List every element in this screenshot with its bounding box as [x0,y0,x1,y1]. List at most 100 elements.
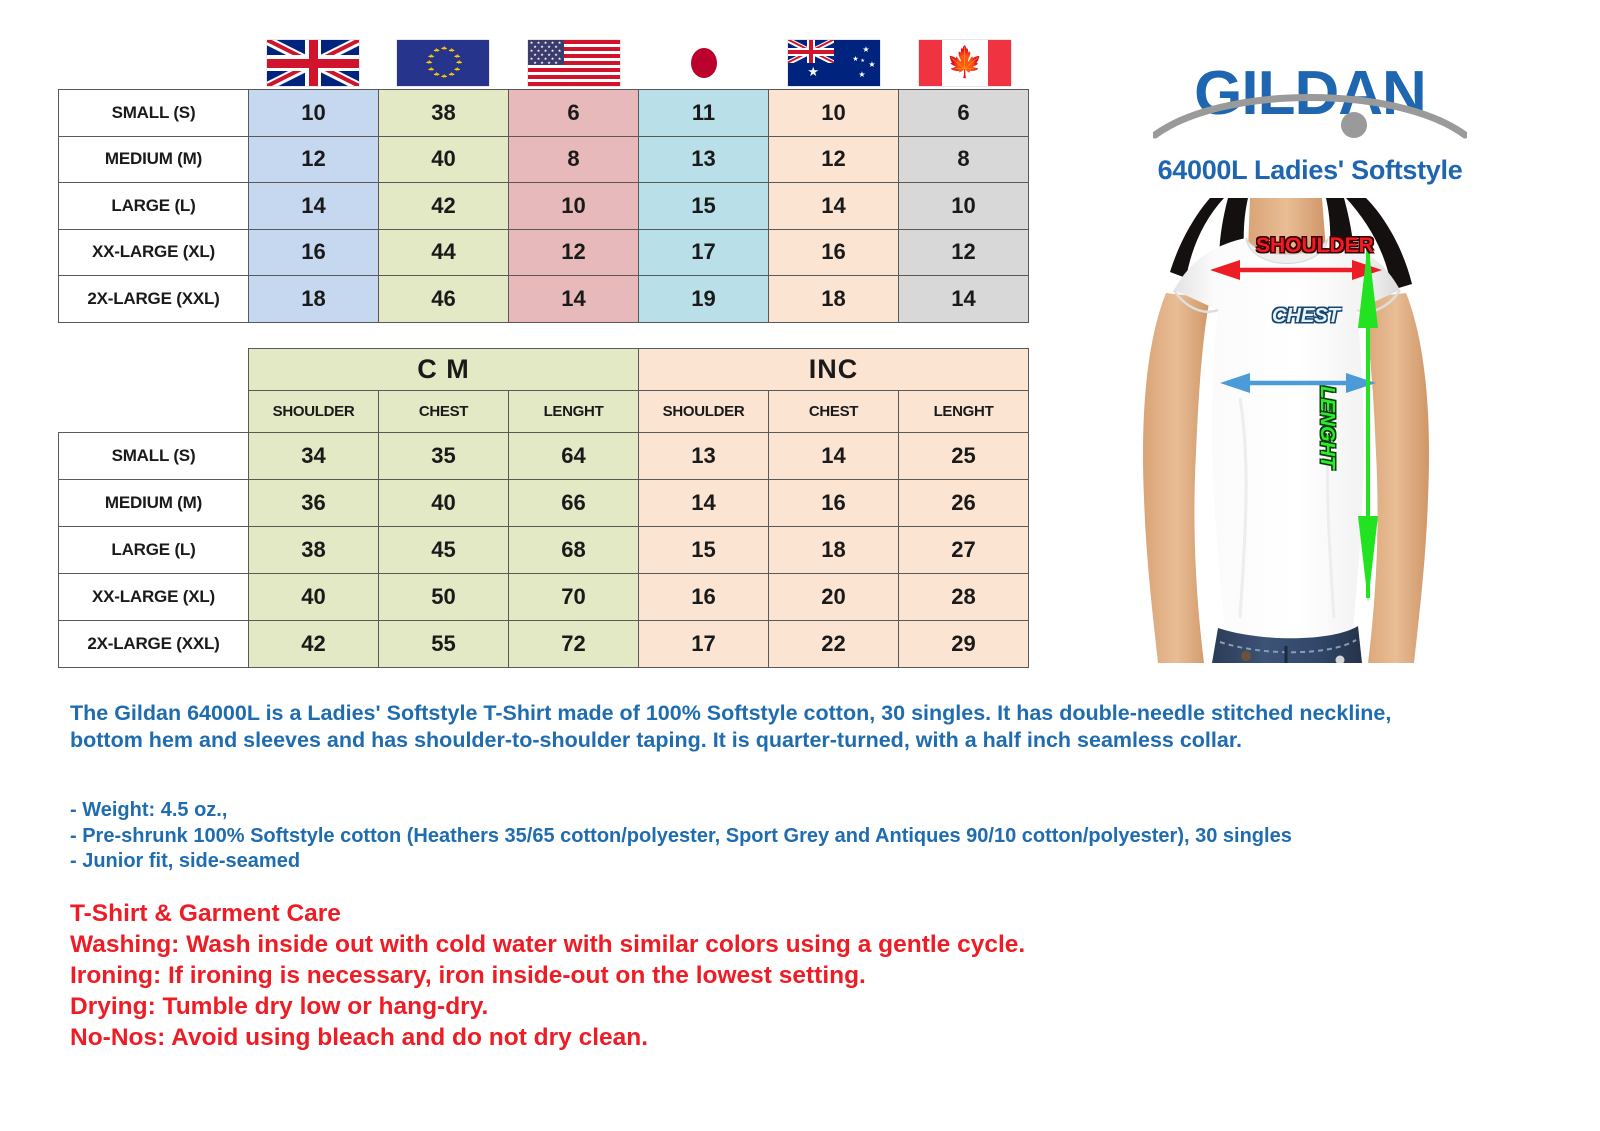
size-label: MEDIUM (M) [58,135,249,183]
group-header-inc: INC [638,348,1029,391]
international-size-table: SMALL (S) 10 38 6 11 10 6 MEDIUM (M) 12 … [58,89,1029,323]
cell-inc-shoulder: 15 [638,526,769,574]
logo-subtitle: 64000L Ladies' Softstyle [1157,155,1463,185]
cell-usa: 8 [508,135,639,183]
size-label: 2X-LARGE (XXL) [58,620,249,668]
table-row: SMALL (S) 10 38 6 11 10 6 [58,89,1029,137]
cell-cm-shoulder: 36 [248,479,379,527]
subheader-inc-lenght: LENGHT [898,390,1029,433]
subheader-inc-shoulder: SHOULDER [638,390,769,433]
cell-cm-shoulder: 42 [248,620,379,668]
eu-stars [428,48,458,78]
table-row: XX-LARGE (XL) 40 50 70 16 20 28 [58,573,1029,621]
logo-ball-icon [1341,112,1367,138]
size-label: XX-LARGE (XL) [58,573,249,621]
subheader-cm-chest: CHEST [378,390,509,433]
spec-line-weight: - Weight: 4.5 oz., [70,799,228,821]
canada-flag [918,40,1011,86]
size-label: 2X-LARGE (XXL) [58,275,249,323]
table-row: MEDIUM (M) 36 40 66 14 16 26 [58,479,1029,527]
cell-cm-shoulder: 38 [248,526,379,574]
cell-usa: 12 [508,228,639,276]
subheader-cm-lenght: LENGHT [508,390,639,433]
cell-canada: 14 [898,275,1029,323]
table-row: LARGE (L) 38 45 68 15 18 27 [58,526,1029,574]
australia-canton [788,40,835,63]
flag-cell-australia [769,38,899,88]
spec-line-cotton: - Pre-shrunk 100% Softstyle cotton (Heat… [70,824,1292,847]
care-line-ironing: Ironing: If ironing is necessary, iron i… [70,962,866,989]
cell-australia: 16 [768,228,899,276]
cell-inc-shoulder: 16 [638,573,769,621]
cell-inc-lenght: 28 [898,573,1029,621]
cell-cm-lenght: 72 [508,620,639,668]
cell-cm-chest: 50 [378,573,509,621]
cell-inc-shoulder: 13 [638,432,769,480]
chest-arrow [1220,373,1376,393]
cell-canada: 12 [898,228,1029,276]
cell-inc-chest: 22 [768,620,899,668]
cell-cm-chest: 40 [378,479,509,527]
lenght-arrow [1358,242,1378,602]
cell-eu: 40 [378,135,509,183]
care-line-nonos: No-Nos: Avoid using bleach and do not dr… [70,1024,649,1051]
size-label: LARGE (L) [58,182,249,230]
cell-uk: 16 [248,228,379,276]
cell-australia: 12 [768,135,899,183]
cell-cm-lenght: 68 [508,526,639,574]
cell-usa: 6 [508,89,639,137]
table-row: SMALL (S) 34 35 64 13 14 25 [58,432,1029,480]
cell-cm-chest: 35 [378,432,509,480]
care-instructions: T-Shirt & Garment Care Washing: Wash ins… [70,898,1470,1053]
cell-canada: 8 [898,135,1029,183]
tshirt-measurement-photo: SHOULDER CHEST LENGHT [1100,198,1472,663]
product-specs: - Weight: 4.5 oz., - Pre-shrunk 100% Sof… [70,798,1470,875]
cell-japan: 19 [638,275,769,323]
cell-cm-lenght: 66 [508,479,639,527]
cell-eu: 44 [378,228,509,276]
cell-japan: 11 [638,89,769,137]
cell-inc-lenght: 27 [898,526,1029,574]
cell-cm-chest: 55 [378,620,509,668]
group-header-cm: C M [248,348,639,391]
cell-uk: 18 [248,275,379,323]
cell-inc-chest: 18 [768,526,899,574]
cell-cm-chest: 45 [378,526,509,574]
cell-japan: 13 [638,135,769,183]
eu-flag [397,40,490,86]
spec-line-fit: - Junior fit, side-seamed [70,850,301,872]
cell-canada: 6 [898,89,1029,137]
size-label: XX-LARGE (XL) [58,228,249,276]
logo-wordmark: GILDAN [1194,59,1427,128]
cell-inc-shoulder: 14 [638,479,769,527]
cell-cm-shoulder: 40 [248,573,379,621]
cell-australia: 18 [768,275,899,323]
cell-canada: 10 [898,182,1029,230]
cell-inc-lenght: 25 [898,432,1029,480]
cell-uk: 10 [248,89,379,137]
size-label: LARGE (L) [58,526,249,574]
logo-arc-swoosh [1153,94,1467,139]
subheader-inc-chest: CHEST [768,390,899,433]
cell-australia: 10 [768,89,899,137]
cell-cm-shoulder: 34 [248,432,379,480]
size-label: MEDIUM (M) [58,479,249,527]
cell-japan: 15 [638,182,769,230]
flag-header-row [248,38,1030,88]
cell-inc-chest: 16 [768,479,899,527]
uk-flag [267,40,360,86]
maple-leaf-icon [946,48,983,78]
flag-cell-eu [378,38,508,88]
usa-flag [527,40,620,86]
size-label: SMALL (S) [58,432,249,480]
subheader-cm-shoulder: SHOULDER [248,390,379,433]
cell-usa: 14 [508,275,639,323]
cell-inc-lenght: 29 [898,620,1029,668]
australia-flag [788,40,881,86]
flag-cell-japan [639,38,769,88]
care-line-drying: Drying: Tumble dry low or hang-dry. [70,993,489,1020]
flag-cell-uk [248,38,378,88]
measurement-table: C M INC SHOULDER CHEST LENGHT SHOULDER C… [58,348,1029,668]
lenght-overlay-label: LENGHT [1316,386,1338,469]
flag-cell-usa [509,38,639,88]
